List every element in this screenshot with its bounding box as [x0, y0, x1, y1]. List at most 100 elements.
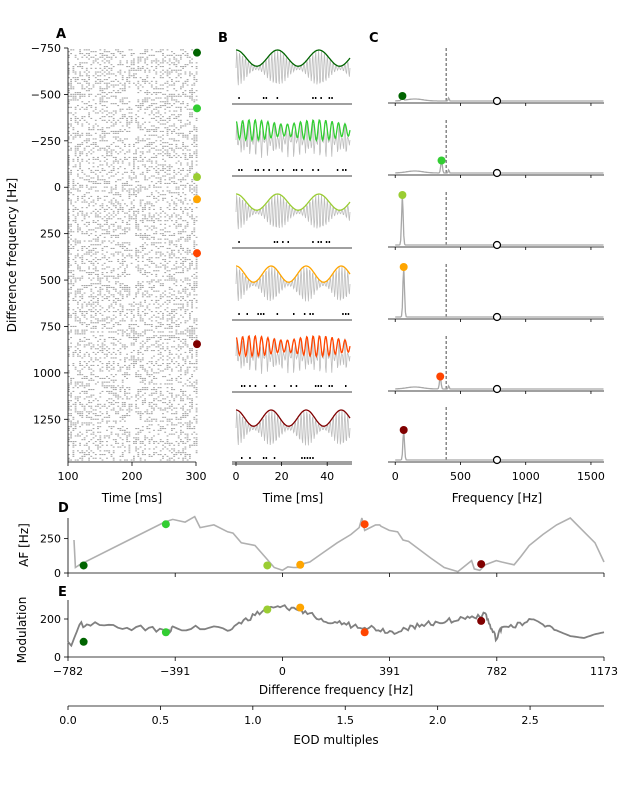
raster-spike [121, 273, 124, 275]
raster-spike [121, 309, 124, 311]
raster-spike [184, 415, 187, 417]
raster-spike [195, 439, 198, 441]
raster-spike [121, 286, 124, 288]
raster-spike [173, 103, 176, 105]
raster-spike [146, 201, 149, 203]
raster-spike [173, 95, 176, 97]
raster-spike [68, 168, 70, 170]
raster-spike [74, 262, 77, 264]
raster-spike [141, 236, 144, 238]
raster-spike [173, 99, 176, 101]
raster-spike [119, 416, 122, 418]
raster-spike [106, 277, 108, 279]
raster-spike [106, 54, 108, 56]
raster-spike [184, 145, 187, 147]
raster-spike [146, 77, 149, 79]
raster-spike [68, 303, 70, 305]
raster-spike [148, 259, 151, 261]
raster-spike [101, 218, 104, 220]
raster-spike [92, 335, 95, 337]
raster-spike [83, 201, 86, 203]
raster-spike [124, 84, 126, 86]
raster-spike [144, 216, 146, 218]
raster-spike [137, 270, 140, 272]
raster-spike [180, 366, 182, 368]
raster-spike [103, 169, 106, 171]
raster-spike [195, 155, 198, 157]
raster-spike [92, 166, 95, 168]
raster-spike [193, 229, 196, 231]
raster-spike [119, 429, 122, 431]
raster-spike [70, 381, 72, 383]
raster-spike [148, 324, 151, 326]
raster-spike [99, 227, 102, 229]
raster-spike [85, 106, 88, 108]
spike-tick [331, 97, 333, 99]
raster-spike [193, 320, 196, 322]
raster-spike [119, 409, 122, 411]
raster-spike [110, 364, 113, 366]
raster-spike [137, 281, 140, 283]
raster-spike [117, 192, 120, 194]
raster-spike [74, 325, 77, 327]
raster-spike [119, 60, 122, 62]
raster-spike [112, 361, 115, 363]
panel-label-d: D [58, 501, 69, 516]
raster-spike [103, 132, 106, 134]
raster-spike [119, 233, 122, 235]
raster-spike [166, 54, 169, 56]
raster-spike [175, 220, 178, 222]
raster-spike [141, 207, 144, 209]
raster-spike [97, 311, 99, 313]
raster-spike [186, 409, 189, 411]
raster-spike [173, 322, 176, 324]
raster-spike [119, 121, 122, 123]
raster-spike [189, 318, 191, 320]
raster-spike [126, 286, 128, 288]
raster-spike [121, 84, 124, 86]
raster-spike [159, 208, 162, 210]
raster-spike [173, 171, 176, 173]
raster-spike [101, 207, 104, 209]
raster-spike [195, 368, 198, 370]
raster-spike [99, 64, 102, 66]
raster-spike [135, 333, 137, 335]
raster-spike [92, 413, 95, 415]
raster-spike [180, 374, 182, 376]
raster-spike [153, 331, 155, 333]
raster-spike [103, 92, 106, 94]
raster-spike [157, 454, 160, 456]
raster-spike [121, 452, 124, 454]
raster-spike [148, 260, 151, 262]
raster-spike [124, 364, 126, 366]
raster-spike [150, 455, 153, 457]
raster-spike [74, 296, 77, 298]
raster-spike [193, 218, 196, 220]
raster-spike [139, 190, 142, 192]
raster-spike [141, 273, 144, 275]
raster-spike [162, 398, 164, 400]
raster-spike [117, 244, 120, 246]
raster-spike [81, 455, 84, 457]
raster-spike [166, 303, 169, 305]
raster-spike [159, 233, 162, 235]
raster-spike [92, 325, 95, 327]
raster-spike [166, 379, 169, 381]
raster-spike [186, 268, 189, 270]
raster-spike [139, 251, 142, 253]
raster-spike [128, 210, 131, 212]
modulation-marker [79, 637, 88, 646]
raster-spike [99, 223, 102, 225]
raster-spike [103, 195, 106, 197]
raster-spike [108, 231, 111, 233]
raster-spike [101, 129, 104, 131]
raster-spike [110, 164, 113, 166]
raster-spike [191, 405, 193, 407]
raster-spike [121, 429, 124, 431]
peak-marker [398, 92, 407, 100]
raster-spike [70, 225, 72, 227]
raster-spike [195, 389, 198, 391]
raster-spike [99, 446, 102, 448]
raster-spike [83, 71, 86, 73]
